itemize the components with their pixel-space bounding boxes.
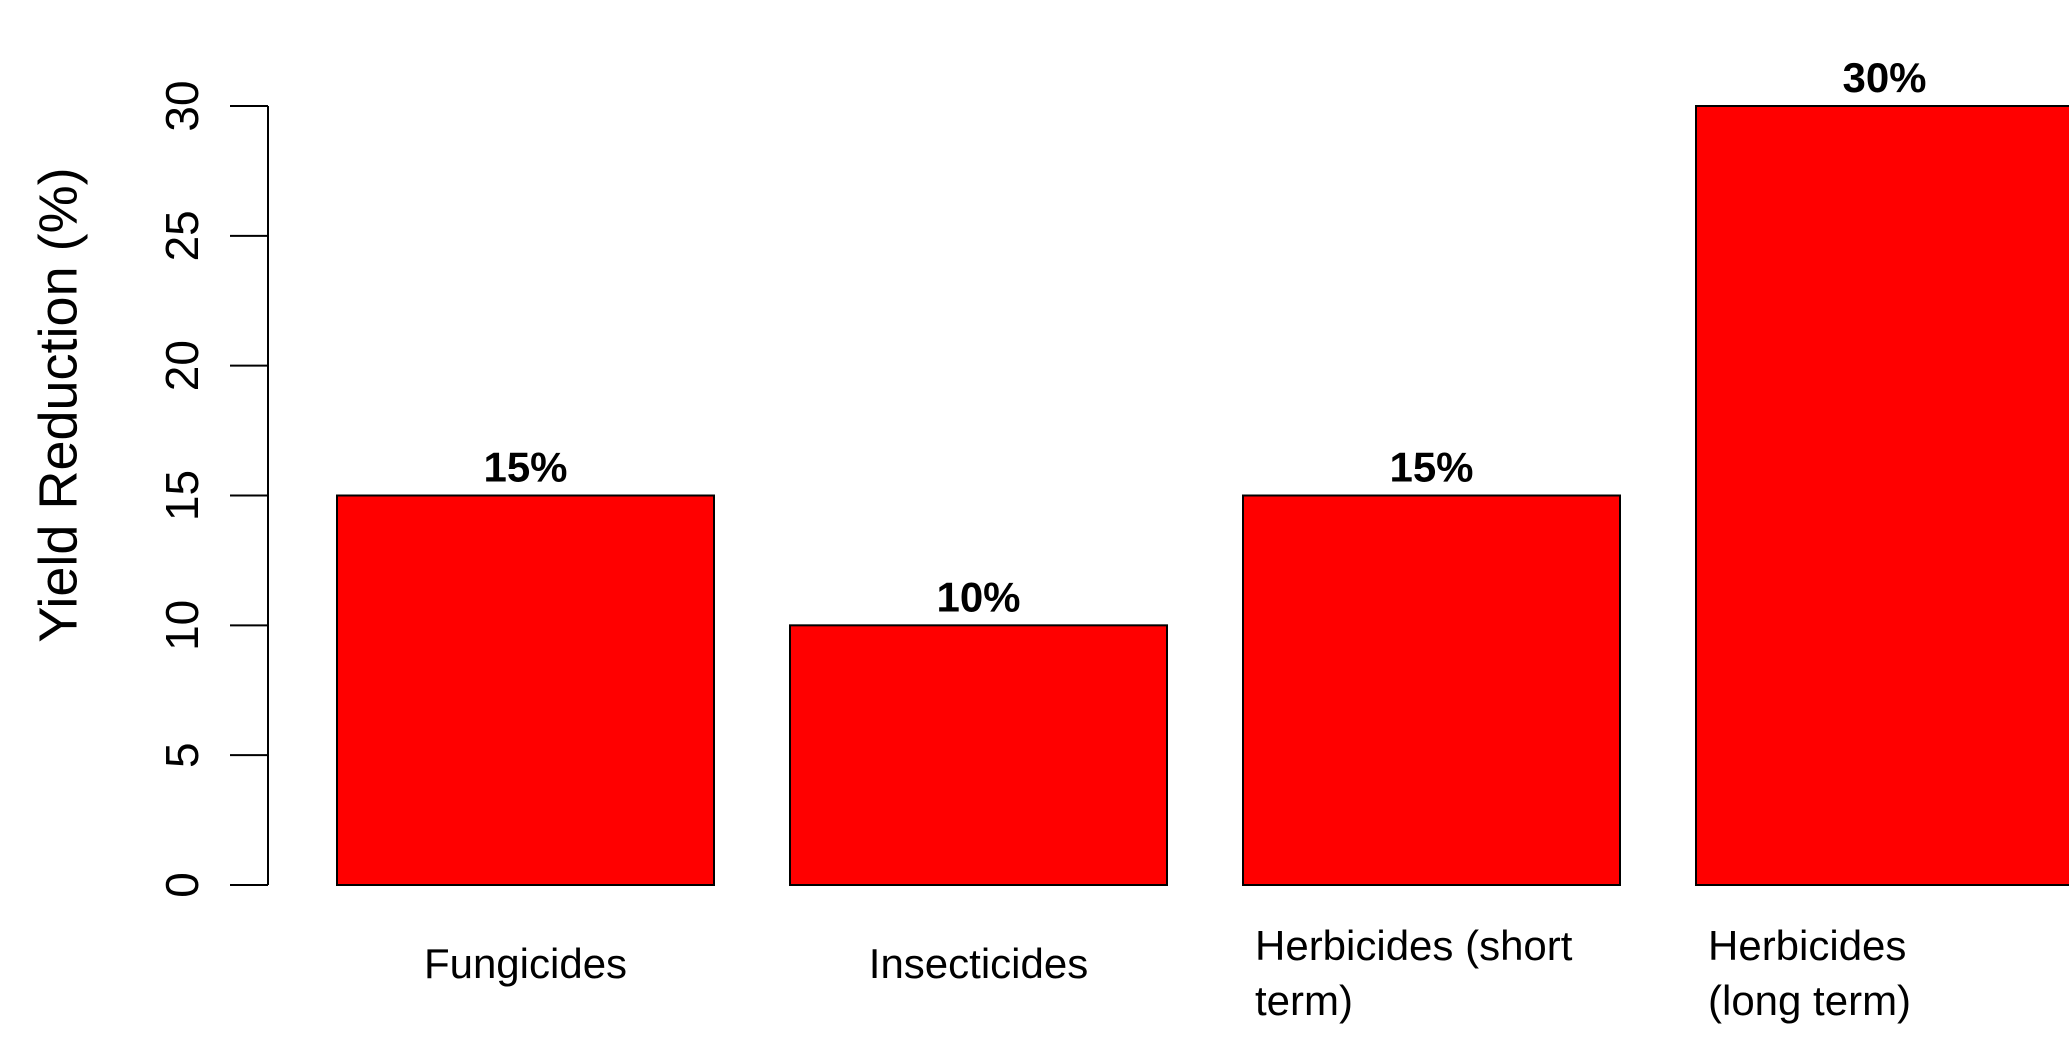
category-label: Herbicides (long term)	[1708, 922, 1911, 1024]
value-label: 30%	[1842, 54, 1926, 101]
y-tick-label: 25	[156, 210, 208, 261]
y-tick-label: 0	[156, 872, 208, 898]
y-tick-label: 15	[156, 470, 208, 521]
y-axis: 0 5 10 15 20 25 30	[156, 80, 269, 898]
value-label: 15%	[1389, 444, 1473, 491]
value-label: 15%	[483, 444, 567, 491]
y-axis-title: Yield Reduction (%)	[28, 167, 88, 642]
category-label: Herbicides (short term)	[1255, 922, 1573, 1024]
value-labels: 15% 10% 15% 30%	[483, 54, 1926, 620]
bar	[1695, 105, 2069, 886]
y-tick-label: 30	[156, 80, 208, 131]
bar	[336, 494, 715, 886]
category-labels: Fungicides Insecticides Herbicides (short t…	[424, 922, 1911, 1024]
y-tick-label: 5	[156, 742, 208, 768]
bars	[336, 105, 2069, 886]
value-label: 10%	[936, 573, 1020, 620]
category-label: Insecticides	[869, 940, 1088, 987]
y-tick-label: 20	[156, 340, 208, 391]
category-label: Fungicides	[424, 940, 627, 987]
bar	[1242, 494, 1621, 886]
bar	[789, 624, 1168, 886]
y-tick-label: 10	[156, 600, 208, 651]
